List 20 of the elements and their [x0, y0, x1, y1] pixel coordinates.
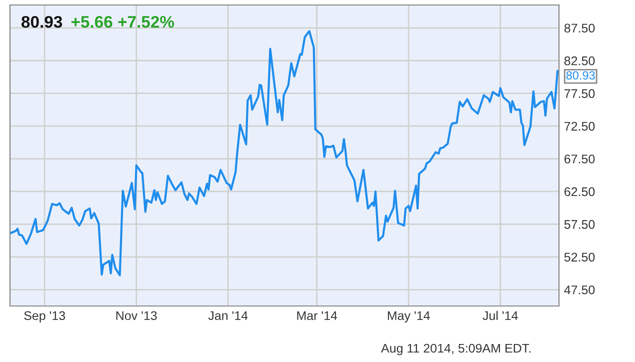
text: Aug 11 2014, 5:09AM EDT.	[381, 344, 530, 356]
y-tick-label: 72.50	[564, 122, 595, 131]
y-tick-label: 67.50	[564, 154, 595, 164]
y-tick-label: 57.50	[564, 220, 595, 229]
y-tick-label: 82.50	[564, 56, 595, 66]
y-tick-label: 77.50	[564, 89, 595, 98]
x-tick-label: May '14	[388, 311, 430, 323]
annotation: 80.93	[566, 71, 595, 80]
y-tick-label: 87.50	[564, 24, 595, 33]
y-tick-label: 62.50	[564, 187, 595, 196]
text: 80.93	[22, 16, 62, 28]
x-tick-label: Jan '14	[208, 311, 248, 320]
x-tick-label: Nov '13	[116, 311, 157, 320]
text: +5.66 +7.52%	[71, 16, 174, 28]
x-tick-label: Mar '14	[297, 311, 338, 320]
y-tick-label: 52.50	[564, 252, 595, 262]
x-tick-label: Sep '13	[24, 311, 66, 323]
y-tick-label: 47.50	[564, 285, 595, 294]
x-tick-label: Jul '14	[482, 310, 518, 320]
line-series	[10, 30, 559, 276]
